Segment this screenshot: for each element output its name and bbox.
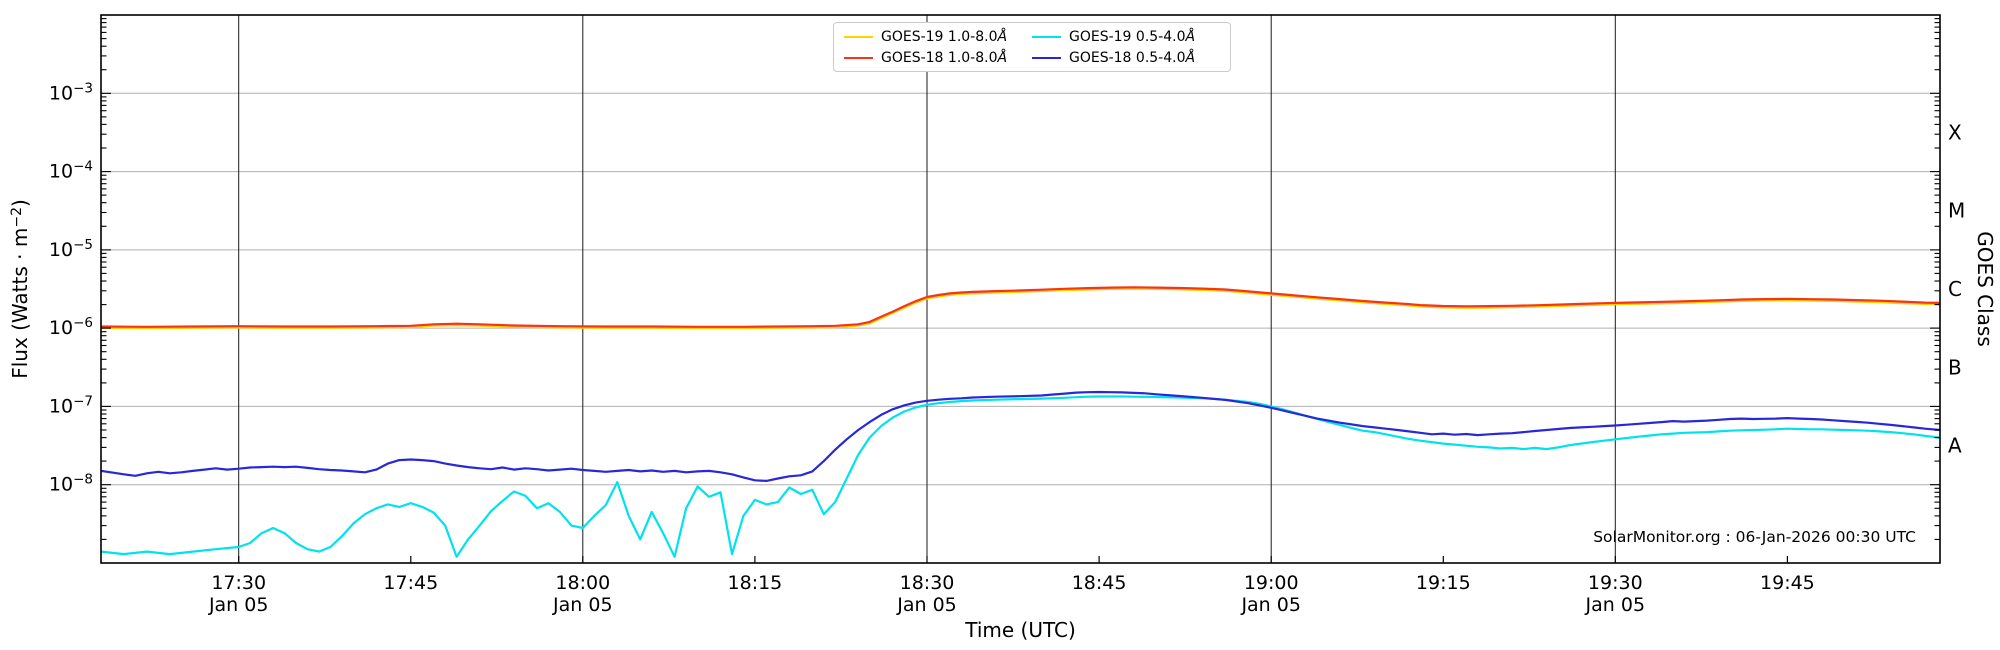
goes-class-letter: X — [1948, 120, 1962, 144]
y-axis-ticks — [101, 18, 1940, 540]
y-tick-label: 10−8 — [49, 472, 93, 496]
x-tick-date-label: Jan 05 — [896, 594, 957, 616]
legend-item: GOES-19 0.5-4.0Å — [1032, 30, 1220, 44]
plot-border — [100, 14, 1941, 564]
series-goes19_long — [101, 287, 1940, 330]
goes-class-letter: A — [1948, 434, 1962, 458]
legend-item: GOES-19 1.0-8.0Å — [844, 30, 1032, 44]
y-tick-label: 10−6 — [49, 315, 93, 339]
goes-class-axis-label: GOES Class — [1973, 231, 1997, 347]
x-tick-label: 18:30 — [900, 572, 955, 594]
goes-class-letters: X M C B A — [1948, 120, 1965, 457]
legend-item: GOES-18 1.0-8.0Å — [844, 51, 1032, 65]
series-goes18_long — [101, 286, 1940, 328]
x-tick-label: 18:15 — [728, 572, 783, 594]
goes-class-letter: C — [1948, 277, 1962, 301]
legend-line-sample-goes18_long — [844, 56, 873, 59]
x-tick-date-label: Jan 05 — [1585, 594, 1646, 616]
series-goes19_short — [101, 395, 1940, 558]
legend: GOES-19 1.0-8.0Å GOES-18 1.0-8.0Å GOES-19 … — [833, 22, 1231, 72]
x-tick-label: 17:30 — [211, 572, 266, 594]
x-tick-label: 19:30 — [1588, 572, 1643, 594]
y-tick-label: 10−3 — [49, 80, 93, 104]
goes-class-letter: B — [1948, 355, 1962, 379]
series-goes18_short — [101, 390, 1940, 482]
x-tick-label: 19:45 — [1760, 572, 1815, 594]
x-tick-date-label: Jan 05 — [208, 594, 269, 616]
x-tick-date-label: Jan 05 — [1240, 594, 1301, 616]
watermark-text: SolarMonitor.org : 06-Jan-2026 00:30 UTC — [1593, 528, 1916, 546]
legend-item-label: GOES-18 0.5-4.0Å — [1069, 49, 1196, 66]
x-tick-label: 19:00 — [1244, 572, 1299, 594]
legend-item-label: GOES-19 1.0-8.0Å — [881, 28, 1008, 45]
horizontal-gridlines — [101, 92, 1940, 486]
x-tick-label: 19:15 — [1416, 572, 1471, 594]
goes-class-letter: M — [1948, 199, 1965, 223]
vertical-gridlines — [238, 15, 1616, 563]
y-tick-label: 10−7 — [49, 393, 93, 417]
legend-line-sample-goes19_short — [1032, 35, 1061, 38]
legend-item-label: GOES-19 0.5-4.0Å — [1069, 28, 1196, 45]
legend-line-sample-goes19_long — [844, 35, 873, 38]
x-tick-label: 18:45 — [1072, 572, 1127, 594]
series-lines — [101, 286, 1940, 558]
x-axis-label: Time (UTC) — [964, 618, 1076, 642]
x-tick-label: 18:00 — [555, 572, 610, 594]
x-axis-ticks — [238, 556, 1789, 563]
y-tick-label: 10−4 — [49, 159, 93, 183]
y-axis-label: Flux (Watts · m−2) — [8, 199, 32, 379]
x-tick-date-label: Jan 05 — [552, 594, 613, 616]
legend-item: GOES-18 0.5-4.0Å — [1032, 51, 1220, 65]
legend-line-sample-goes18_short — [1032, 56, 1061, 59]
legend-item-label: GOES-18 1.0-8.0Å — [881, 49, 1008, 66]
x-tick-label: 17:45 — [383, 572, 438, 594]
y-tick-label: 10−5 — [49, 237, 93, 261]
y-tick-labels: 10−3 10−4 10−5 10−6 10−7 10−8 — [49, 80, 93, 495]
